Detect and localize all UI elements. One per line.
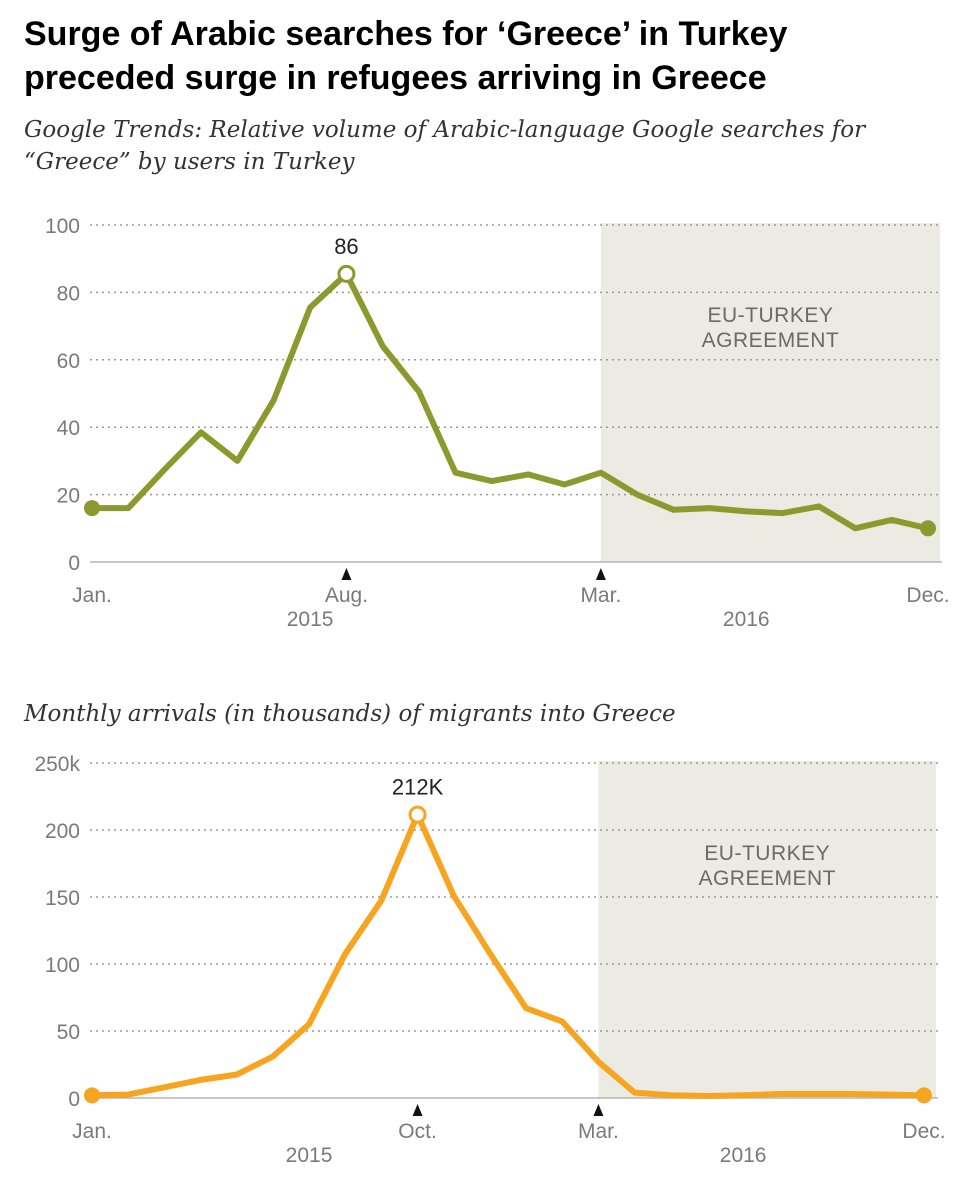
arrivals-arrow-marker — [593, 1104, 604, 1116]
search-endpoint — [920, 520, 936, 537]
search-ytick-label: 80 — [57, 282, 80, 305]
search-year-label: 2016 — [723, 608, 770, 631]
search-chart-subtitle-line2: “Greece” by users in Turkey — [24, 149, 355, 175]
search-series-line — [89, 270, 931, 532]
arrivals-xtick-label: Jan. — [72, 1120, 112, 1143]
search-arrow-marker — [341, 568, 352, 580]
search-ytick-label: 20 — [57, 485, 80, 508]
search-endpoint — [84, 500, 100, 517]
arrivals-ytick-label: 150 — [45, 887, 80, 910]
arrivals-xtick-label: Dec. — [902, 1120, 945, 1143]
search-peak-point — [337, 264, 356, 283]
search-xtick-label: Mar. — [580, 584, 621, 607]
arrivals-shaded-label-line2: AGREEMENT — [698, 867, 836, 890]
search-year-label: 2015 — [287, 608, 334, 631]
arrivals-year-label: 2016 — [720, 1144, 767, 1167]
search-xtick-label: Jan. — [72, 584, 112, 607]
chart-title-line1: Surge of Arabic searches for ‘Greece’ in… — [24, 15, 788, 53]
search-ytick-label: 40 — [57, 417, 80, 440]
arrivals-endpoint — [916, 1087, 932, 1104]
arrivals-endpoint — [84, 1087, 100, 1104]
arrivals-ytick-label: 100 — [45, 954, 80, 977]
arrivals-arrow-marker — [412, 1104, 423, 1116]
arrivals-chart-subtitle: Monthly arrivals (in thousands) of migra… — [24, 698, 954, 730]
arrivals-series-line — [89, 811, 927, 1099]
arrivals-shaded-region — [598, 761, 936, 1098]
search-ytick-label: 60 — [57, 350, 80, 373]
arrivals-peak-label: 212K — [392, 775, 444, 800]
arrivals-xtick-label: Oct. — [398, 1120, 437, 1143]
search-chart-subtitle: Google Trends: Relative volume of Arabic… — [24, 114, 954, 178]
arrivals-year-label: 2015 — [286, 1144, 333, 1167]
arrivals-xtick-label: Mar. — [578, 1120, 619, 1143]
arrivals-ytick-label: 200 — [45, 820, 80, 843]
search-xtick-label: Aug. — [325, 584, 368, 607]
search-ytick-label: 100 — [45, 215, 80, 238]
arrivals-ytick-label: 0 — [68, 1088, 80, 1111]
chart-title-line2: preceded surge in refugees arriving in G… — [24, 59, 767, 97]
search-peak-label: 86 — [334, 234, 358, 259]
search-shaded-label-line1: EU-TURKEY — [708, 304, 834, 327]
search-xtick-label: Dec. — [906, 584, 949, 607]
chart-title: Surge of Arabic searches for ‘Greece’ in… — [24, 12, 954, 100]
search-shaded-label-line2: AGREEMENT — [702, 329, 840, 352]
arrivals-chart-subtitle-line1: Monthly arrivals (in thousands) of migra… — [24, 701, 676, 727]
search-arrow-marker — [595, 568, 606, 580]
search-chart-subtitle-line1: Google Trends: Relative volume of Arabic… — [24, 117, 866, 143]
arrivals-ytick-label: 250k — [34, 753, 80, 776]
arrivals-ytick-label: 50 — [57, 1021, 80, 1044]
search-ytick-label: 0 — [68, 552, 80, 575]
arrivals-shaded-label-line1: EU-TURKEY — [704, 842, 830, 865]
arrivals-peak-point — [408, 805, 427, 824]
